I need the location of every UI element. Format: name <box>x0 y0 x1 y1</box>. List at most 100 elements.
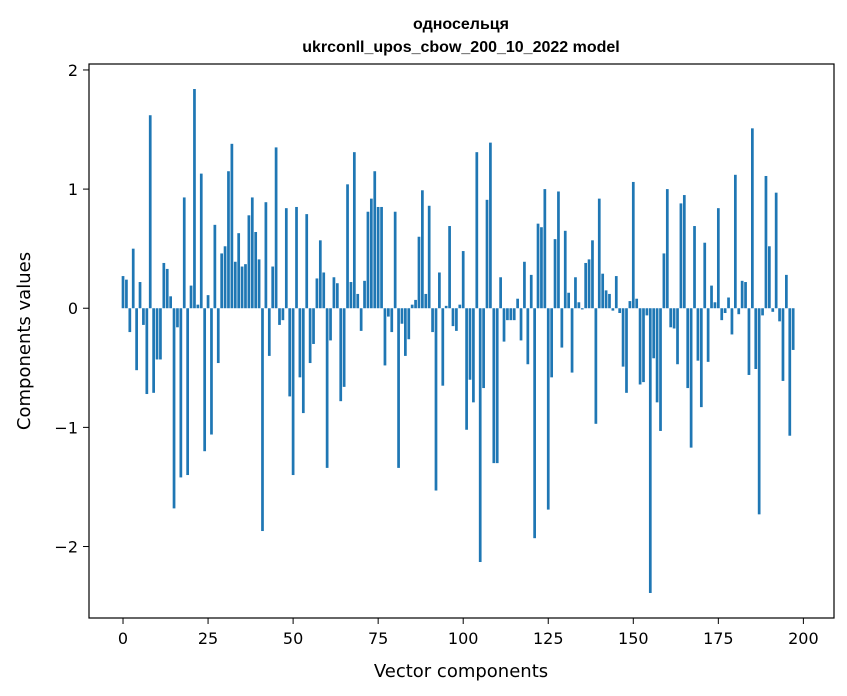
bar <box>414 299 417 309</box>
bar <box>580 308 584 310</box>
bar <box>383 308 387 366</box>
bar <box>662 253 666 309</box>
bar <box>199 173 203 309</box>
bar <box>182 197 186 309</box>
bar <box>369 198 373 309</box>
bar <box>672 308 676 329</box>
bar <box>523 261 526 309</box>
bar <box>468 308 472 380</box>
bar <box>131 248 135 309</box>
bar <box>346 184 349 309</box>
y-tick-label: 0 <box>68 299 78 318</box>
bar <box>373 171 377 309</box>
bar <box>421 190 424 309</box>
bar <box>142 308 145 325</box>
y-tick-label: −1 <box>54 418 78 437</box>
bar <box>284 208 288 309</box>
bar <box>747 308 751 375</box>
x-axis-label: Vector components <box>374 661 548 682</box>
bar <box>424 293 428 309</box>
bar <box>162 262 166 309</box>
bar <box>267 308 271 356</box>
bar <box>438 272 441 309</box>
bar <box>478 308 482 563</box>
bar <box>618 308 622 314</box>
bar <box>768 246 771 309</box>
x-tick-label: 150 <box>618 629 649 648</box>
bar <box>295 206 298 309</box>
bar <box>434 308 438 491</box>
bar <box>703 242 707 309</box>
bar <box>312 308 315 344</box>
bar <box>628 301 632 309</box>
bar <box>427 205 431 309</box>
bar <box>659 308 662 431</box>
bar <box>645 308 649 316</box>
x-axis-ticks: 0 25 50 75 100 125 150 175 200 <box>118 618 819 648</box>
bar <box>203 308 207 452</box>
bar <box>165 268 169 309</box>
bar <box>472 308 475 403</box>
bar <box>301 308 305 414</box>
bar <box>196 304 200 309</box>
bar <box>574 277 577 309</box>
bar <box>121 276 125 309</box>
bar <box>356 293 360 309</box>
bar <box>635 298 639 309</box>
bar <box>254 231 258 309</box>
bar <box>727 297 730 309</box>
bar <box>458 304 462 309</box>
bar <box>485 199 489 309</box>
bar <box>611 308 615 311</box>
bar <box>682 195 686 309</box>
bar <box>482 308 485 389</box>
bar <box>376 206 380 309</box>
bar <box>679 203 683 309</box>
bar <box>788 308 792 436</box>
bar <box>669 308 673 328</box>
bar <box>404 308 407 356</box>
bar <box>761 308 764 316</box>
bar <box>764 175 768 309</box>
x-tick-label: 200 <box>788 629 819 648</box>
y-tick-label: −2 <box>54 538 78 557</box>
bar <box>240 266 244 309</box>
bar <box>288 308 292 397</box>
bar <box>652 308 656 359</box>
bar <box>444 305 448 309</box>
bar <box>778 308 781 322</box>
bar <box>754 308 758 369</box>
bar <box>601 273 605 309</box>
bar <box>250 197 254 309</box>
bar <box>495 308 499 464</box>
bar <box>352 152 356 309</box>
bar <box>359 308 363 331</box>
bar <box>387 308 390 317</box>
bar <box>621 308 625 367</box>
x-tick-label: 175 <box>703 629 734 648</box>
bar <box>546 308 550 510</box>
bar <box>560 308 564 348</box>
bar <box>648 308 652 593</box>
bar <box>230 143 234 309</box>
bar <box>308 308 312 364</box>
bar <box>686 308 690 389</box>
y-tick-label: 1 <box>68 180 78 199</box>
bar <box>614 276 618 309</box>
bar <box>740 280 744 309</box>
bar <box>591 240 594 309</box>
bar <box>706 308 710 362</box>
bar <box>693 226 696 309</box>
bar <box>325 308 329 468</box>
bar <box>689 308 693 448</box>
bar <box>169 296 172 309</box>
y-axis-label: Components values <box>14 252 35 430</box>
bar <box>696 308 700 361</box>
bar <box>322 272 326 309</box>
x-tick-label: 25 <box>198 629 218 648</box>
bar <box>400 308 404 324</box>
bar <box>737 308 741 315</box>
bar <box>733 174 737 309</box>
bar <box>781 308 785 381</box>
bar <box>771 308 775 312</box>
